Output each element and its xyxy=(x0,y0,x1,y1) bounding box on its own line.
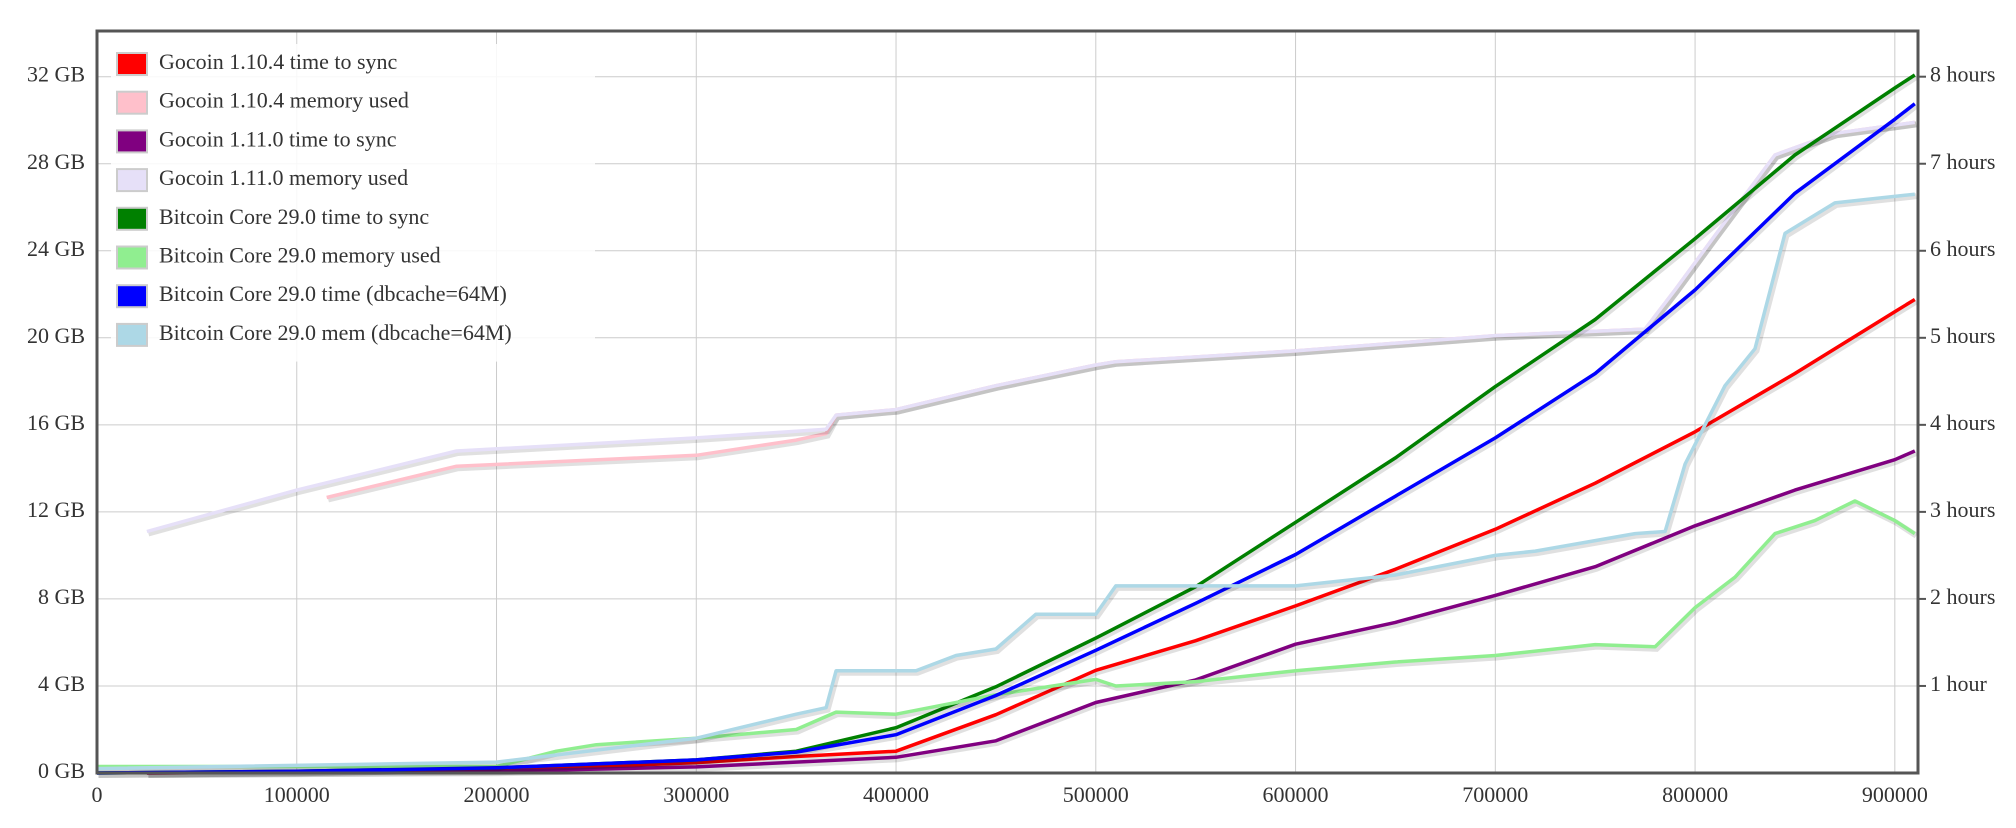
x-tick-label: 100000 xyxy=(264,782,330,807)
legend-label: Gocoin 1.10.4 memory used xyxy=(159,88,409,113)
y-tick-label: 12 GB xyxy=(27,497,85,522)
legend-label: Bitcoin Core 29.0 time (dbcache=64M) xyxy=(159,281,507,306)
y2-tick-label: 8 hours xyxy=(1930,62,1995,87)
legend-label: Bitcoin Core 29.0 memory used xyxy=(159,243,441,268)
series-line xyxy=(97,499,1916,769)
legend-box xyxy=(111,44,595,362)
y2-tick-label: 5 hours xyxy=(1930,323,1995,348)
legend-swatch xyxy=(116,206,148,231)
x-tick-label: 400000 xyxy=(863,782,929,807)
series-shadow xyxy=(98,499,1918,772)
y-tick-label: 28 GB xyxy=(27,149,85,174)
legend-swatch xyxy=(116,129,148,154)
y2-tick-label: 2 hours xyxy=(1930,584,1995,609)
y-tick-label: 8 GB xyxy=(38,584,85,609)
plot-frame xyxy=(95,29,1920,775)
legend-label: Gocoin 1.11.0 time to sync xyxy=(159,126,397,151)
y-tick-label: 32 GB xyxy=(27,62,85,87)
y-tick-label: 20 GB xyxy=(27,323,85,348)
legend: Gocoin 1.10.4 time to sync Gocoin 1.10.4 … xyxy=(111,44,595,362)
legend-swatch xyxy=(116,90,148,115)
y-tick-label: 16 GB xyxy=(27,410,85,435)
series-line xyxy=(146,449,1916,775)
y-tick-label: 4 GB xyxy=(38,671,85,696)
legend-swatch xyxy=(116,245,148,270)
legend-swatch xyxy=(116,284,148,309)
x-tick-label: 500000 xyxy=(1063,782,1129,807)
x-tick-label: 700000 xyxy=(1462,782,1528,807)
x-tick-label: 0 xyxy=(92,782,103,807)
series-line xyxy=(146,120,1916,534)
y-tick-label: 24 GB xyxy=(27,236,85,261)
y2-tick-label: 6 hours xyxy=(1930,236,1995,261)
series-shadow xyxy=(327,121,1917,503)
x-tick-label: 800000 xyxy=(1662,782,1728,807)
x-tick-label: 300000 xyxy=(663,782,729,807)
series-shadow xyxy=(147,121,1917,537)
x-tick-label: 200000 xyxy=(464,782,530,807)
series-line xyxy=(96,192,1915,771)
y2-tick-label: 3 hours xyxy=(1930,497,1995,522)
x-tick-label: 900000 xyxy=(1862,782,1928,807)
legend-swatch xyxy=(116,168,148,193)
series-shadow xyxy=(148,450,1918,778)
lines xyxy=(96,73,1919,778)
series-line xyxy=(146,298,1916,775)
series-line xyxy=(96,102,1916,775)
legend-label: Bitcoin Core 29.0 mem (dbcache=64M) xyxy=(159,320,512,345)
series-shadow xyxy=(98,103,1919,778)
series-shadow xyxy=(98,193,1917,774)
y2-tick-label: 1 hour xyxy=(1930,671,1988,696)
legend-label: Gocoin 1.11.0 memory used xyxy=(159,165,408,190)
x-tick-label: 600000 xyxy=(1263,782,1329,807)
legend-swatch xyxy=(116,322,148,347)
y2-tick-label: 4 hours xyxy=(1930,410,1995,435)
series-shadow xyxy=(148,298,1918,778)
series-shadow xyxy=(98,74,1918,778)
legend-label: Bitcoin Core 29.0 time to sync xyxy=(159,204,429,229)
legend-label: Gocoin 1.10.4 time to sync xyxy=(159,49,398,74)
legend-swatch xyxy=(116,52,148,76)
y-tick-label: 0 GB xyxy=(38,758,85,783)
y2-tick-label: 7 hours xyxy=(1930,149,1995,174)
